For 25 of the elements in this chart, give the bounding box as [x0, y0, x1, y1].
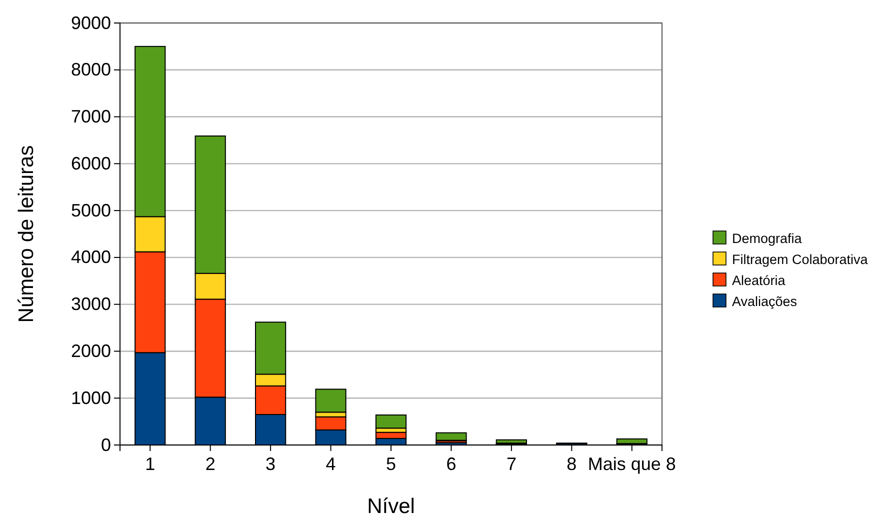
y-tick-label: 4000	[70, 247, 111, 268]
x-tick-label: 7	[506, 454, 516, 474]
x-tick-label: 1	[145, 454, 156, 474]
y-tick-label: 9000	[70, 12, 111, 33]
y-tick-label: 6000	[70, 153, 111, 174]
y-tick-label: 5000	[70, 200, 111, 220]
x-tick-label: 3	[266, 454, 276, 474]
y-tick-label: 7000	[70, 106, 111, 127]
legend-label: Aleatória	[732, 273, 786, 288]
x-tick-label: 6	[446, 454, 456, 474]
y-axis-title: Número de leituras	[15, 145, 38, 323]
x-tick-label: 2	[205, 454, 216, 474]
x-tick-label: 4	[326, 454, 336, 474]
legend-label: Demografia	[732, 231, 802, 246]
x-tick-label: 8	[566, 454, 577, 474]
legend-label: Filtragem Colaborativa	[732, 252, 868, 267]
y-tick-label: 3000	[70, 294, 111, 314]
y-tick-label: 8000	[70, 60, 111, 80]
x-tick-label: 5	[386, 454, 396, 474]
y-tick-label: 0	[100, 434, 111, 455]
y-tick-label: 1000	[70, 388, 111, 408]
legend-label: Avaliações	[732, 294, 798, 309]
x-tick-label: Mais que 8	[588, 454, 676, 474]
x-axis-title: Nível	[367, 495, 415, 518]
y-tick-label: 2000	[70, 340, 111, 361]
